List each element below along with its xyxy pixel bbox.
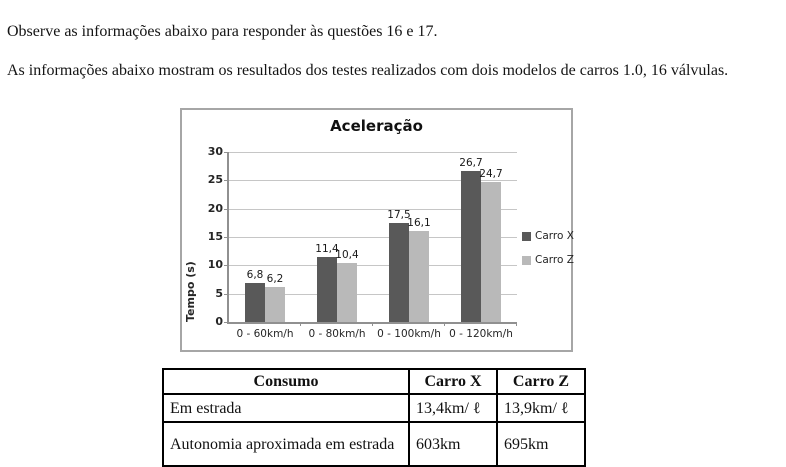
bar-carro-x [317, 257, 337, 322]
header-consumo: Consumo [162, 368, 410, 395]
gridline [229, 293, 517, 295]
bar-carro-z [337, 263, 357, 322]
x-axis-category-label: 0 - 100km/h [377, 328, 441, 340]
y-axis-tickmark [224, 293, 229, 295]
bar-value-label: 17,5 [387, 208, 411, 221]
y-axis-tickmark [224, 322, 229, 323]
consumo-table: Consumo Carro X Carro Z Em estrada 13,4k… [162, 368, 586, 467]
row-value: 695km [496, 421, 586, 467]
plot-area: Tempo (s) 0 5 10 15 20 25 30 6,8 6,2 0 - 60km/h 11… [184, 145, 517, 340]
bar-carro-z [481, 182, 501, 322]
gridline [229, 237, 517, 238]
acceleration-chart: Aceleração Tempo (s) 0 5 10 15 20 25 30 6,8 6,2 0… [180, 108, 574, 352]
y-axis-tick-label: 25 [207, 173, 223, 187]
bar-value-label: 16,1 [407, 216, 431, 229]
y-axis-tick-label: 10 [207, 258, 223, 272]
legend-swatch-carro-z [522, 255, 531, 265]
y-axis-tickmark [224, 152, 229, 153]
intro-paragraph: Observe as informações abaixo para respo… [7, 23, 438, 40]
bar-carro-z [265, 286, 285, 322]
bar-carro-z [409, 230, 429, 322]
bar-carro-x [245, 283, 265, 322]
row-value: 603km [408, 421, 498, 467]
bar-carro-x [389, 222, 409, 322]
bar-carro-x [461, 170, 481, 322]
gridline [229, 265, 517, 267]
legend-swatch-carro-x [522, 231, 531, 241]
category-group: 6,8 6,2 0 - 60km/h [229, 152, 301, 340]
category-group: 11,4 10,4 0 - 80km/h [301, 152, 373, 340]
x-axis-tickmark [516, 322, 517, 326]
x-axis-category-label: 0 - 120km/h [449, 328, 513, 340]
table-row: Autonomia aproximada em estrada 603km 69… [162, 421, 586, 467]
y-axis-tick-label: 15 [207, 230, 223, 243]
chart-title: Aceleração [330, 117, 423, 135]
legend-label: Carro X [535, 230, 574, 242]
legend-label: Carro Z [535, 254, 574, 266]
table-row: Em estrada 13,4km/ ℓ 13,9km/ ℓ [162, 393, 586, 423]
y-axis-tickmark [224, 237, 229, 238]
legend-item: Carro X [522, 230, 574, 242]
x-axis-tickmark [444, 322, 445, 326]
category-group: 17,5 16,1 0 - 100km/h [373, 152, 445, 340]
y-axis-tick-label: 20 [207, 201, 223, 215]
bar-value-label: 11,4 [315, 243, 339, 256]
row-label: Em estrada [162, 393, 410, 423]
gridline [229, 152, 517, 153]
x-axis-category-label: 0 - 60km/h [236, 328, 294, 340]
y-axis-tick-label: 0 [215, 315, 223, 328]
bar-value-label: 26,7 [459, 156, 483, 169]
legend-item: Carro Z [522, 254, 574, 266]
y-axis-tick-label: 30 [207, 145, 223, 158]
y-axis-tick-label: 5 [215, 286, 223, 300]
row-value: 13,4km/ ℓ [408, 393, 498, 423]
y-axis-label: Tempo (s) [184, 261, 197, 322]
x-axis-category-label: 0 - 80km/h [308, 328, 366, 340]
gridline [229, 180, 517, 182]
header-carro-x: Carro X [408, 368, 498, 395]
category-group: 26,7 24,7 0 - 120km/h [445, 152, 517, 340]
x-axis-tickmark [372, 322, 373, 326]
bar-value-label: 6,8 [246, 269, 264, 282]
chart-legend: Carro X Carro Z [522, 230, 574, 278]
bar-value-label: 6,2 [266, 272, 284, 285]
row-label: Autonomia aproximada em estrada [162, 421, 410, 467]
bar-value-label: 10,4 [335, 249, 359, 262]
row-value: 13,9km/ ℓ [496, 393, 586, 423]
y-axis-tickmark [224, 208, 229, 210]
y-axis-tickmark [224, 265, 229, 267]
table-header-row: Consumo Carro X Carro Z [162, 368, 586, 395]
header-carro-z: Carro Z [496, 368, 586, 395]
bar-value-label: 24,7 [479, 168, 503, 181]
x-axis-tickmark [300, 322, 301, 326]
gridline [229, 208, 517, 210]
description-paragraph: As informações abaixo mostram os resulta… [7, 62, 729, 79]
y-axis-tickmark [224, 180, 229, 182]
